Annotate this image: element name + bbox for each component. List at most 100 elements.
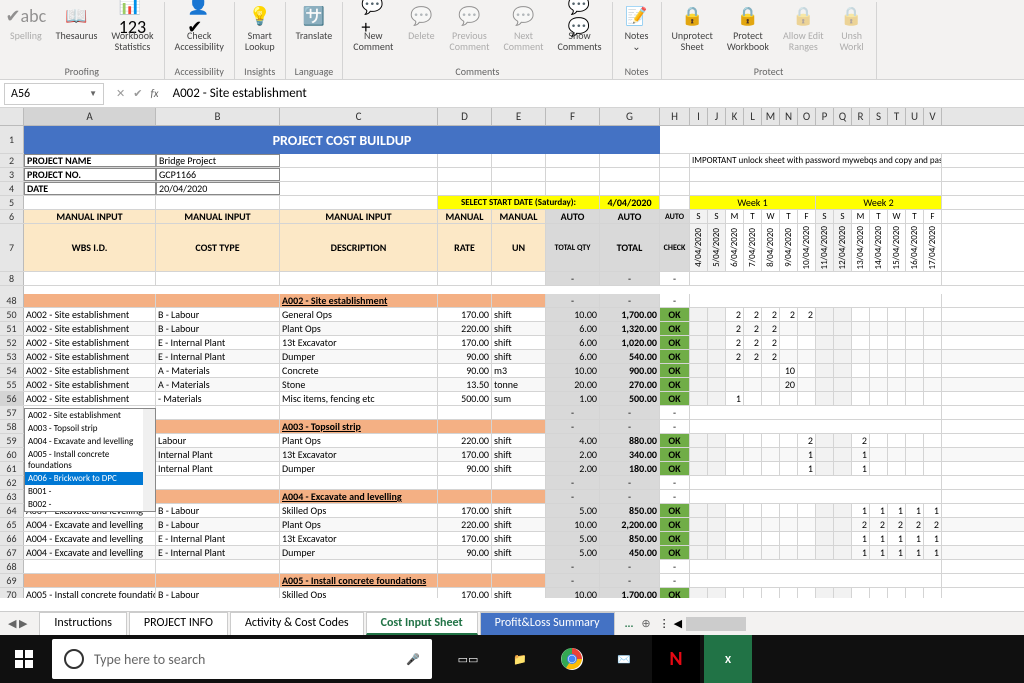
cell[interactable]: 6.00 xyxy=(546,336,600,349)
cell[interactable]: 170.00 xyxy=(438,308,492,321)
cell[interactable]: - xyxy=(600,406,660,419)
horizontal-scrollbar[interactable] xyxy=(686,617,746,631)
row-header[interactable]: 2 xyxy=(0,154,24,167)
day-cell[interactable]: 2 xyxy=(870,518,888,531)
column-header[interactable]: E xyxy=(492,108,546,125)
day-cell[interactable] xyxy=(798,322,816,335)
day-cell[interactable] xyxy=(834,392,852,405)
cell[interactable]: - xyxy=(546,490,600,503)
column-header[interactable]: R xyxy=(852,108,870,125)
day-cell[interactable]: 2 xyxy=(780,308,798,321)
cell[interactable]: - xyxy=(600,476,660,489)
dropdown-item[interactable]: A002 - Site establishment xyxy=(25,409,155,422)
day-cell[interactable] xyxy=(798,546,816,559)
ribbon-button[interactable]: 👤✔CheckAccessibility xyxy=(169,2,230,54)
cell[interactable]: E - Internal Plant xyxy=(156,532,280,545)
day-cell[interactable] xyxy=(852,392,870,405)
sheet-tab[interactable]: Profit&Loss Summary xyxy=(480,612,615,635)
day-cell[interactable] xyxy=(816,392,834,405)
row-header[interactable]: 50 xyxy=(0,308,24,321)
day-cell[interactable]: 2 xyxy=(726,336,744,349)
cell[interactable] xyxy=(492,182,546,195)
select-all-corner[interactable] xyxy=(0,108,24,125)
cell[interactable]: A002 - Site establishment xyxy=(24,308,156,321)
cell[interactable]: 5.00 xyxy=(546,504,600,517)
cancel-icon[interactable]: ✕ xyxy=(116,87,125,100)
day-cell[interactable] xyxy=(690,378,708,391)
day-cell[interactable] xyxy=(870,350,888,363)
day-cell[interactable] xyxy=(744,392,762,405)
cell[interactable]: shift xyxy=(492,308,546,321)
row-header[interactable]: 7 xyxy=(0,224,24,271)
cell[interactable]: OK xyxy=(660,546,690,559)
day-cell[interactable] xyxy=(708,588,726,598)
day-cell[interactable]: 2 xyxy=(924,518,942,531)
row-header[interactable]: 1 xyxy=(0,126,24,153)
day-cell[interactable]: 2 xyxy=(726,350,744,363)
cell[interactable]: Concrete xyxy=(280,364,438,377)
cell[interactable] xyxy=(280,154,438,167)
excel-icon[interactable]: X xyxy=(704,635,752,683)
day-cell[interactable] xyxy=(708,350,726,363)
dropdown-item[interactable]: B002 - xyxy=(25,498,155,511)
column-header[interactable]: A xyxy=(24,108,156,125)
cell[interactable]: GCP1166 xyxy=(156,168,280,181)
day-cell[interactable]: 1 xyxy=(852,546,870,559)
cell[interactable]: AUTO xyxy=(600,210,660,223)
cell[interactable]: A - Materials xyxy=(156,378,280,391)
day-cell[interactable] xyxy=(888,462,906,475)
cell[interactable]: Stone xyxy=(280,378,438,391)
ribbon-button[interactable]: 🔒Allow EditRanges xyxy=(777,2,830,54)
column-header[interactable]: S xyxy=(870,108,888,125)
cell[interactable]: 340.00 xyxy=(600,448,660,461)
cell[interactable]: 1,320.00 xyxy=(600,322,660,335)
day-cell[interactable] xyxy=(852,350,870,363)
day-cell[interactable]: 1 xyxy=(906,546,924,559)
day-cell[interactable] xyxy=(744,364,762,377)
day-cell[interactable] xyxy=(708,462,726,475)
cell[interactable]: shift xyxy=(492,588,546,598)
column-header[interactable]: D xyxy=(438,108,492,125)
column-header[interactable]: U xyxy=(906,108,924,125)
cell[interactable]: B - Labour xyxy=(156,518,280,531)
cell[interactable] xyxy=(600,182,660,195)
cell[interactable]: - xyxy=(660,406,690,419)
cell[interactable]: OK xyxy=(660,350,690,363)
cell[interactable]: DATE xyxy=(24,182,156,195)
cell[interactable]: Dumper xyxy=(280,546,438,559)
cell[interactable]: 10.00 xyxy=(546,364,600,377)
cell[interactable]: 90.00 xyxy=(438,350,492,363)
day-cell[interactable]: 1 xyxy=(798,448,816,461)
cell[interactable]: shift xyxy=(492,518,546,531)
cell[interactable]: - xyxy=(660,476,690,489)
cell[interactable]: shift xyxy=(492,448,546,461)
day-cell[interactable]: 2 xyxy=(744,336,762,349)
cell[interactable]: shift xyxy=(492,546,546,559)
cell[interactable]: Internal Plant xyxy=(156,448,280,461)
name-box-dropdown-icon[interactable]: ▼ xyxy=(89,89,97,99)
day-cell[interactable] xyxy=(690,364,708,377)
day-cell[interactable] xyxy=(870,434,888,447)
cell[interactable]: OK xyxy=(660,504,690,517)
cell[interactable] xyxy=(438,560,492,573)
cell[interactable]: Plant Ops xyxy=(280,518,438,531)
day-cell[interactable] xyxy=(762,434,780,447)
day-cell[interactable] xyxy=(762,448,780,461)
day-cell[interactable] xyxy=(690,336,708,349)
day-cell[interactable] xyxy=(888,364,906,377)
cell[interactable]: 170.00 xyxy=(438,504,492,517)
row-header[interactable]: 58 xyxy=(0,420,24,433)
day-cell[interactable] xyxy=(708,532,726,545)
cell[interactable] xyxy=(690,406,942,419)
day-cell[interactable]: 2 xyxy=(888,518,906,531)
day-cell[interactable]: 2 xyxy=(852,434,870,447)
day-cell[interactable] xyxy=(780,546,798,559)
day-cell[interactable] xyxy=(870,378,888,391)
cell[interactable]: shift xyxy=(492,322,546,335)
day-cell[interactable]: 2 xyxy=(762,322,780,335)
column-header[interactable]: Q xyxy=(834,108,852,125)
cell[interactable]: shift xyxy=(492,350,546,363)
cell[interactable] xyxy=(492,476,546,489)
row-header[interactable]: 56 xyxy=(0,392,24,405)
day-cell[interactable] xyxy=(798,532,816,545)
